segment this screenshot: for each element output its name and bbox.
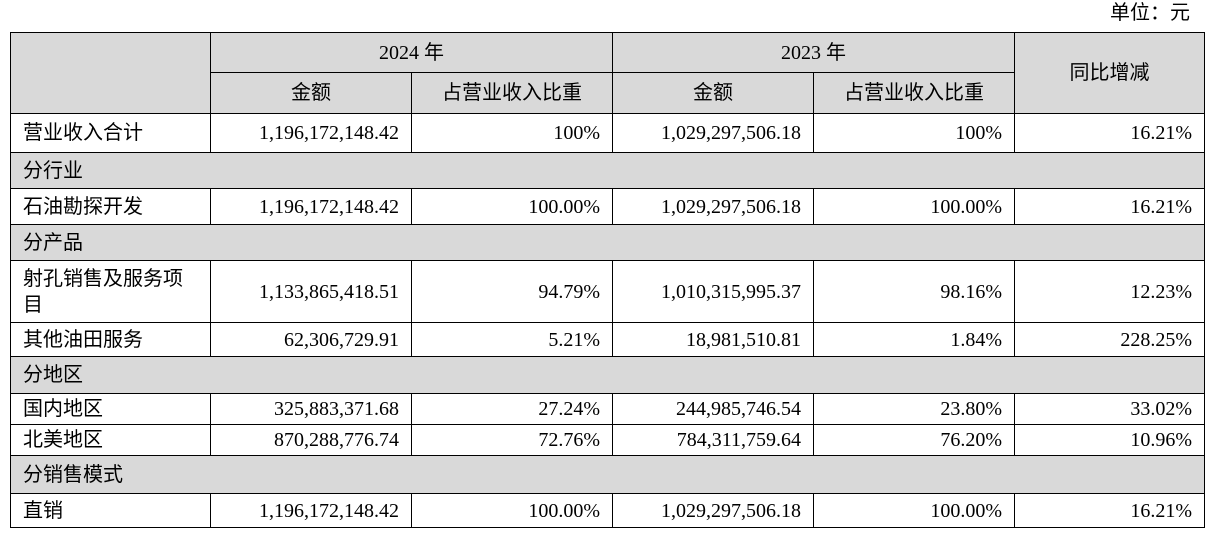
row-label: 射孔销售及服务项目: [10, 260, 211, 323]
share-2023-cell: 76.20%: [813, 424, 1015, 456]
header-year-2024: 2024 年: [210, 32, 613, 73]
yoy-cell: 228.25%: [1014, 322, 1205, 357]
section-title: 分产品: [10, 224, 1205, 261]
row-label: 直销: [10, 493, 211, 528]
amount-2024-cell: 325,883,371.68: [210, 393, 412, 425]
header-year-2023: 2023 年: [612, 32, 1015, 73]
section-header-row: 分行业: [10, 152, 1205, 189]
section-header-row: 分产品: [10, 224, 1205, 261]
header-amount-2023: 金额: [612, 72, 814, 114]
amount-2023-cell: 18,981,510.81: [612, 322, 814, 357]
unit-label: 单位：元: [1110, 2, 1190, 24]
amount-2024-cell: 1,196,172,148.42: [210, 188, 412, 225]
yoy-cell: 33.02%: [1014, 393, 1205, 425]
share-2023-cell: 1.84%: [813, 322, 1015, 357]
table-row: 北美地区 870,288,776.74 72.76% 784,311,759.6…: [10, 424, 1205, 456]
amount-2024-cell: 1,196,172,148.42: [210, 113, 412, 153]
section-title: 分地区: [10, 356, 1205, 394]
amount-2023-cell: 1,029,297,506.18: [612, 188, 814, 225]
section-header-row: 分地区: [10, 356, 1205, 394]
row-label: 其他油田服务: [10, 322, 211, 357]
revenue-table: 2024 年 2023 年 同比增减 金额 占营业收入比重 金额 占营业收入比重…: [10, 32, 1205, 528]
share-2023-cell: 100.00%: [813, 493, 1015, 528]
yoy-cell: 16.21%: [1014, 188, 1205, 225]
share-2024-cell: 5.21%: [411, 322, 613, 357]
row-label: 北美地区: [10, 424, 211, 456]
header-blank-cell: [10, 32, 211, 114]
share-2024-cell: 100.00%: [411, 188, 613, 225]
share-2023-cell: 100%: [813, 113, 1015, 153]
amount-2023-cell: 1,029,297,506.18: [612, 113, 814, 153]
yoy-cell: 16.21%: [1014, 493, 1205, 528]
amount-2023-cell: 244,985,746.54: [612, 393, 814, 425]
table-row: 直销 1,196,172,148.42 100.00% 1,029,297,50…: [10, 493, 1205, 528]
table-row: 石油勘探开发 1,196,172,148.42 100.00% 1,029,29…: [10, 188, 1205, 225]
header-row-years: 2024 年 2023 年 同比增减: [10, 32, 1205, 114]
yoy-cell: 16.21%: [1014, 113, 1205, 153]
yoy-cell: 12.23%: [1014, 260, 1205, 323]
table-row: 国内地区 325,883,371.68 27.24% 244,985,746.5…: [10, 393, 1205, 425]
share-2024-cell: 72.76%: [411, 424, 613, 456]
header-amount-2024: 金额: [210, 72, 412, 114]
section-title: 分销售模式: [10, 455, 1205, 494]
share-2023-cell: 100.00%: [813, 188, 1015, 225]
share-2024-cell: 94.79%: [411, 260, 613, 323]
header-share-2024: 占营业收入比重: [411, 72, 613, 114]
row-label: 石油勘探开发: [10, 188, 211, 225]
section-title: 分行业: [10, 152, 1205, 189]
total-row: 营业收入合计 1,196,172,148.42 100% 1,029,297,5…: [10, 113, 1205, 153]
header-share-2023: 占营业收入比重: [813, 72, 1015, 114]
share-2024-cell: 100%: [411, 113, 613, 153]
table-row: 射孔销售及服务项目 1,133,865,418.51 94.79% 1,010,…: [10, 260, 1205, 323]
share-2023-cell: 98.16%: [813, 260, 1015, 323]
row-label: 国内地区: [10, 393, 211, 425]
table-row: 其他油田服务 62,306,729.91 5.21% 18,981,510.81…: [10, 322, 1205, 357]
amount-2024-cell: 62,306,729.91: [210, 322, 412, 357]
share-2024-cell: 27.24%: [411, 393, 613, 425]
amount-2023-cell: 1,010,315,995.37: [612, 260, 814, 323]
header-yoy: 同比增减: [1014, 32, 1205, 114]
share-2024-cell: 100.00%: [411, 493, 613, 528]
section-header-row: 分销售模式: [10, 455, 1205, 494]
row-label: 营业收入合计: [10, 113, 211, 153]
share-2023-cell: 23.80%: [813, 393, 1015, 425]
amount-2024-cell: 1,133,865,418.51: [210, 260, 412, 323]
yoy-cell: 10.96%: [1014, 424, 1205, 456]
amount-2024-cell: 870,288,776.74: [210, 424, 412, 456]
header-row-columns: 金额 占营业收入比重 金额 占营业收入比重: [11, 72, 1205, 114]
amount-2024-cell: 1,196,172,148.42: [210, 493, 412, 528]
amount-2023-cell: 1,029,297,506.18: [612, 493, 814, 528]
amount-2023-cell: 784,311,759.64: [612, 424, 814, 456]
